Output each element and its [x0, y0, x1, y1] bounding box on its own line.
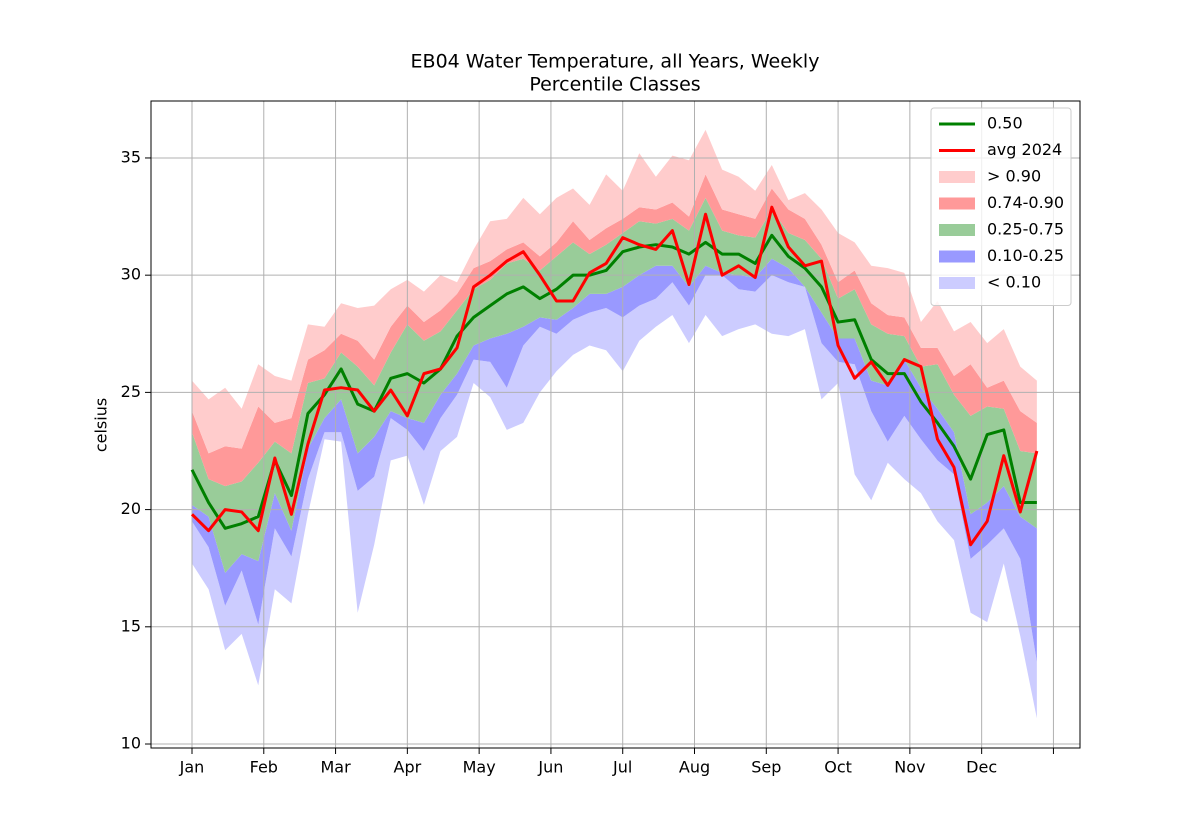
y-tick-label: 10 — [121, 734, 141, 753]
band-area — [191, 275, 1037, 719]
y-tick-label: 20 — [121, 499, 141, 518]
x-tick-label: May — [463, 758, 496, 777]
legend-swatch — [939, 250, 975, 263]
band-area — [191, 174, 1037, 487]
series-line — [190, 205, 1039, 547]
plot-frame — [150, 100, 1081, 749]
x-tick-label: Jul — [612, 758, 632, 777]
legend-label: 0.50 — [987, 114, 1023, 133]
x-tick-label: Oct — [824, 758, 852, 777]
x-tick-label: Apr — [394, 758, 422, 777]
x-tick-label: Sep — [751, 758, 781, 777]
legend-label: 0.25-0.75 — [987, 220, 1064, 239]
chart-title: EB04 Water Temperature, all Years, Weekl… — [411, 51, 820, 73]
chart-title: Percentile Classes — [529, 74, 700, 96]
legend-swatch — [939, 277, 975, 289]
legend-label: avg 2024 — [987, 140, 1062, 159]
x-tick-label: Jan — [179, 758, 205, 777]
legend-label: > 0.90 — [987, 167, 1041, 186]
x-tick-label: Feb — [250, 758, 278, 777]
x-tick-label: Nov — [894, 758, 925, 777]
x-tick-label: Dec — [966, 758, 997, 777]
band-area — [191, 197, 1037, 573]
band-area — [191, 129, 1037, 454]
band-area — [191, 258, 1037, 662]
y-tick-label: 25 — [121, 382, 141, 401]
y-tick-label: 30 — [121, 265, 141, 284]
y-axis-label: celsius — [92, 398, 111, 452]
legend-label: 0.10-0.25 — [987, 246, 1064, 265]
x-tick-label: Mar — [320, 758, 351, 777]
x-tick-label: Jun — [537, 758, 563, 777]
legend-label: 0.74-0.90 — [987, 193, 1064, 212]
x-tick-label: Aug — [679, 758, 710, 777]
legend-swatch — [939, 197, 975, 210]
y-tick-label: 15 — [121, 616, 141, 635]
legend-label: < 0.10 — [987, 273, 1041, 292]
legend-swatch — [939, 171, 975, 183]
legend-swatch — [939, 224, 975, 236]
y-tick-label: 35 — [121, 147, 141, 166]
legend: 0.50 avg 2024 > 0.90 0.74-0.90 0.25-0.75 0.10… — [930, 107, 1072, 306]
